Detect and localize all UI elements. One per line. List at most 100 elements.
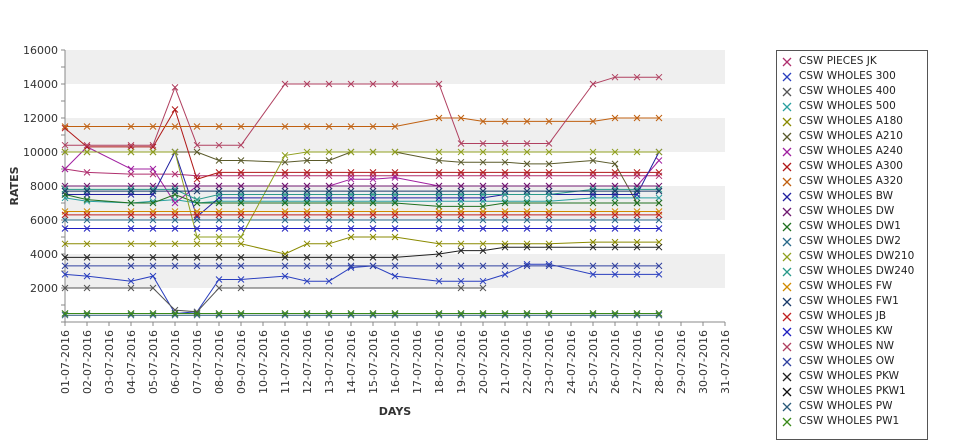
- y-tick-label: 2000: [30, 282, 58, 295]
- data-point: [171, 106, 179, 113]
- data-point: [171, 216, 179, 224]
- data-point: [655, 194, 663, 202]
- legend-marker-icon: [782, 372, 792, 381]
- data-point: [171, 211, 179, 219]
- data-point: [589, 211, 597, 219]
- data-point: [127, 240, 135, 248]
- data-point: [281, 262, 289, 270]
- series-layer: [61, 73, 663, 319]
- data-point: [501, 225, 509, 232]
- data-point: [479, 169, 487, 176]
- data-point: [391, 216, 399, 224]
- chart-legend: CSW PIECES JK CSW WHOLES 300 CSW WHOLES 40…: [776, 50, 928, 440]
- data-point: [83, 196, 91, 203]
- data-point: [149, 123, 157, 130]
- data-point: [193, 148, 201, 156]
- data-point: [303, 80, 311, 88]
- data-point: [149, 148, 157, 156]
- data-point: [633, 114, 641, 122]
- legend-item: CSW WHOLES DW240: [781, 264, 914, 279]
- x-tick-label: 11-07-2016: [279, 330, 292, 394]
- data-point: [589, 157, 597, 164]
- data-point: [215, 199, 223, 207]
- x-tick-label: 17-07-2016: [411, 330, 424, 394]
- data-point: [237, 262, 245, 270]
- data-point: [479, 182, 487, 190]
- data-point: [369, 254, 377, 261]
- series-19: [61, 73, 663, 149]
- data-point: [435, 250, 443, 258]
- data-point: [193, 187, 201, 195]
- series-line: [65, 188, 659, 201]
- data-point: [611, 262, 619, 270]
- data-point: [457, 203, 465, 210]
- data-point: [479, 148, 487, 156]
- y-tick-label: 14000: [23, 78, 58, 91]
- data-point: [655, 199, 663, 207]
- data-point: [171, 84, 179, 91]
- series-2: [61, 284, 487, 316]
- series-20: [61, 262, 663, 270]
- data-point: [369, 211, 377, 219]
- legend-item: CSW WHOLES A320: [781, 174, 903, 189]
- data-point: [127, 310, 135, 317]
- data-point: [391, 272, 399, 280]
- legend-item: CSW WHOLES A210: [781, 129, 903, 144]
- data-point: [457, 158, 465, 166]
- data-point: [193, 240, 201, 248]
- legend-marker-icon: [782, 72, 792, 81]
- data-point: [369, 148, 377, 156]
- data-point: [611, 243, 619, 251]
- data-point: [83, 310, 91, 317]
- data-point: [281, 123, 289, 130]
- data-point: [611, 169, 619, 176]
- data-point: [237, 123, 245, 130]
- data-point: [193, 196, 201, 203]
- series-line: [65, 287, 483, 313]
- data-point: [523, 160, 531, 168]
- data-point: [655, 114, 663, 122]
- data-point: [127, 170, 135, 178]
- data-point: [325, 169, 333, 176]
- data-point: [369, 182, 377, 190]
- data-point: [391, 254, 399, 261]
- data-point: [545, 225, 553, 232]
- series-line: [64, 108, 659, 180]
- data-point: [303, 262, 311, 270]
- legend-label: CSW WHOLES A180: [799, 115, 903, 127]
- data-point: [633, 169, 641, 176]
- data-point: [215, 233, 223, 241]
- data-point: [655, 310, 663, 317]
- data-point: [369, 216, 377, 224]
- legend-item: CSW WHOLES 300: [781, 69, 896, 84]
- x-tick-label: 25-07-2016: [587, 330, 600, 394]
- data-point: [83, 284, 91, 292]
- data-point: [83, 240, 91, 248]
- x-tick-label: 08-07-2016: [213, 330, 226, 394]
- data-point: [83, 169, 91, 176]
- data-point: [347, 233, 355, 241]
- data-point: [479, 140, 487, 147]
- data-point: [325, 182, 333, 190]
- y-tick-label: 12000: [23, 112, 58, 125]
- legend-marker-icon: [782, 117, 792, 126]
- data-point: [303, 148, 311, 156]
- data-point: [501, 158, 509, 166]
- legend-marker-icon: [782, 162, 792, 171]
- data-point: [193, 211, 201, 219]
- data-point: [83, 141, 91, 149]
- data-point: [611, 114, 619, 122]
- data-point: [545, 211, 553, 219]
- data-point: [479, 211, 487, 219]
- data-point: [193, 182, 201, 190]
- data-point: [193, 225, 201, 232]
- data-point: [325, 310, 333, 317]
- data-point: [479, 262, 487, 270]
- data-point: [655, 211, 663, 219]
- data-point: [149, 225, 157, 232]
- data-point: [589, 187, 597, 195]
- data-point: [457, 247, 465, 254]
- data-point: [523, 118, 531, 125]
- data-point: [457, 211, 465, 219]
- data-point: [61, 271, 69, 278]
